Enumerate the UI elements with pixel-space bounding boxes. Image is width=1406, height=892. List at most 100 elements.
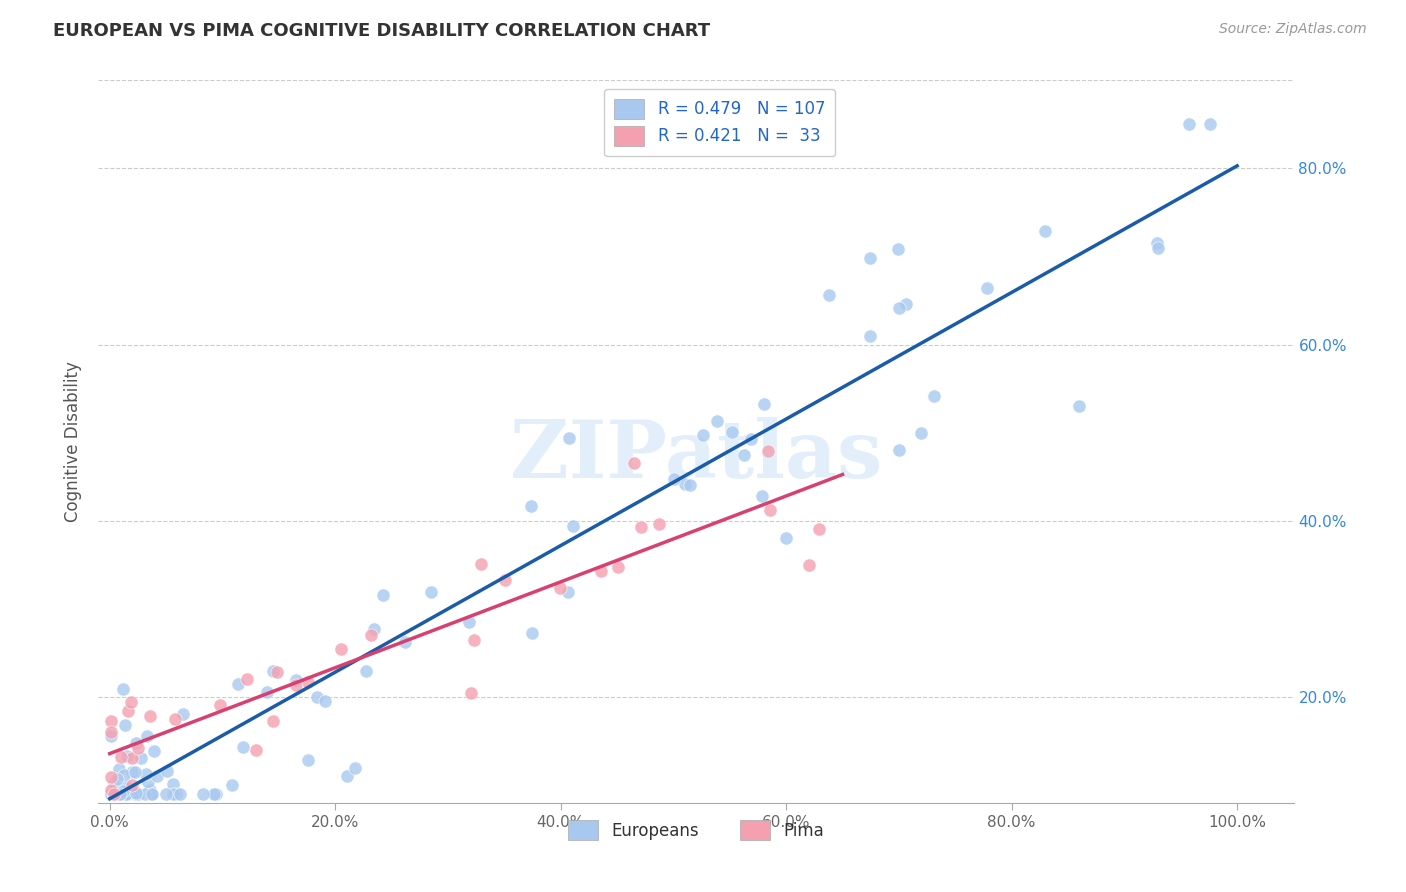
Point (1069, 399, 1091, 413)
Point (101, 787, 124, 801)
Point (520, 625, 543, 640)
Point (172, 707, 194, 722)
Point (115, 780, 138, 794)
Point (125, 787, 148, 801)
Point (101, 787, 124, 801)
Point (245, 743, 267, 757)
Point (121, 751, 143, 765)
Point (924, 389, 946, 403)
Point (976, 281, 998, 295)
Point (889, 301, 911, 316)
Point (494, 574, 516, 588)
Point (110, 787, 132, 801)
Point (100, 729, 122, 743)
Point (100, 787, 122, 801)
Point (720, 425, 742, 439)
Point (112, 767, 135, 781)
Point (110, 787, 132, 801)
Point (623, 456, 645, 470)
Point (136, 729, 159, 743)
Point (141, 787, 163, 801)
Point (630, 520, 652, 534)
Point (706, 414, 728, 428)
Point (759, 503, 782, 517)
Point (335, 768, 357, 782)
Point (139, 783, 162, 797)
Point (104, 787, 127, 801)
Point (589, 564, 612, 578)
Point (100, 724, 122, 739)
Point (859, 251, 882, 265)
Point (100, 787, 122, 801)
Point (262, 664, 284, 678)
Point (360, 628, 382, 642)
Point (117, 787, 139, 801)
Point (208, 698, 231, 712)
Point (104, 787, 127, 801)
Point (135, 767, 157, 781)
Point (221, 778, 243, 792)
Point (420, 585, 443, 599)
Point (112, 783, 135, 797)
Point (124, 764, 146, 779)
Point (115, 787, 138, 801)
Point (460, 685, 482, 699)
Point (134, 787, 156, 801)
Point (127, 787, 149, 801)
Legend: Europeans, Pima: Europeans, Pima (560, 812, 832, 848)
Point (114, 717, 136, 731)
Point (169, 787, 191, 801)
Point (125, 736, 148, 750)
Point (100, 787, 122, 801)
Point (887, 443, 910, 458)
Point (163, 712, 186, 726)
Point (285, 678, 308, 692)
Point (1147, 241, 1170, 255)
Text: EUROPEAN VS PIMA COGNITIVE DISABILITY CORRELATION CHART: EUROPEAN VS PIMA COGNITIVE DISABILITY CO… (53, 22, 710, 40)
Point (751, 489, 773, 503)
Point (740, 433, 762, 447)
Point (105, 787, 128, 801)
Point (110, 787, 132, 801)
Point (139, 787, 162, 801)
Point (103, 776, 125, 790)
Point (363, 622, 385, 636)
Point (297, 674, 319, 689)
Point (894, 297, 917, 311)
Point (394, 635, 416, 649)
Point (156, 764, 179, 778)
Point (103, 787, 125, 801)
Point (662, 472, 685, 486)
Point (162, 787, 184, 801)
Point (818, 288, 841, 302)
Point (105, 772, 128, 786)
Point (115, 787, 138, 801)
Point (155, 787, 177, 801)
Point (859, 329, 882, 343)
Point (139, 787, 162, 801)
Point (146, 768, 169, 782)
Point (100, 783, 122, 797)
Point (520, 499, 543, 513)
Point (121, 778, 143, 792)
Point (557, 432, 579, 446)
Point (108, 787, 131, 801)
Point (266, 665, 288, 679)
Point (121, 764, 143, 779)
Point (775, 532, 797, 546)
Point (733, 448, 755, 462)
Point (314, 694, 336, 708)
Point (100, 770, 122, 784)
Point (648, 516, 671, 531)
Point (548, 581, 571, 595)
Point (107, 787, 129, 801)
Point (910, 425, 932, 440)
Point (120, 695, 142, 709)
Point (136, 774, 159, 789)
Point (162, 777, 184, 791)
Point (191, 787, 214, 801)
Point (256, 685, 278, 699)
Text: ZIPatlas: ZIPatlas (510, 417, 882, 495)
Point (557, 585, 579, 599)
Point (112, 681, 135, 696)
